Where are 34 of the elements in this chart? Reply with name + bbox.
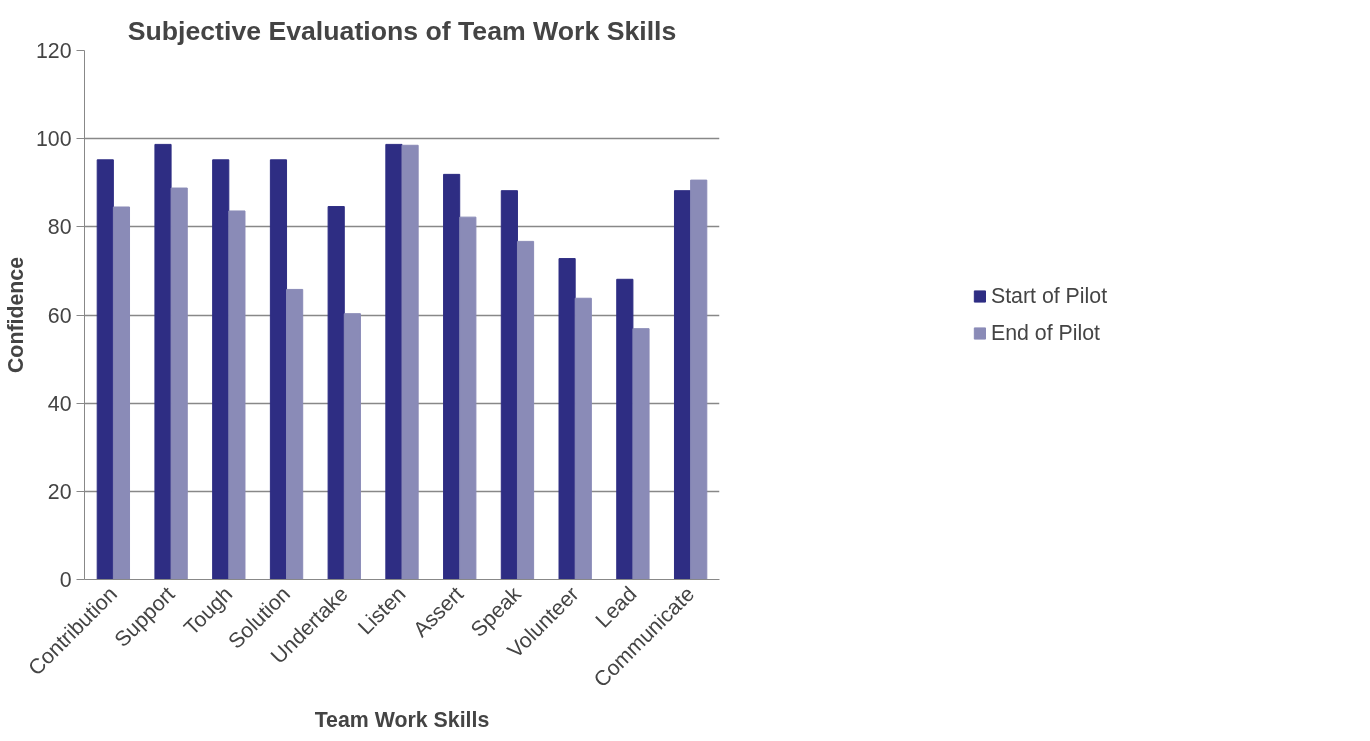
bar [500,190,518,580]
bar [269,159,288,580]
bar [673,190,692,580]
legend-label: Start of Pilot [990,283,1108,309]
legend-label: End of Pilot [990,320,1100,346]
bar [385,143,403,580]
bar [459,216,477,580]
bar [558,258,576,580]
bar [170,187,188,580]
bar [96,159,114,580]
bar [286,288,304,580]
y-tick-label: 60 [47,303,72,328]
y-tick-label: 120 [35,39,72,63]
bar [401,144,419,580]
y-tick-label: 40 [47,391,72,416]
y-tick-label: 20 [47,479,72,504]
y-axis-title: Confidence [3,256,28,374]
bar [616,278,634,580]
y-tick-label: 0 [59,568,72,592]
bar [690,179,708,580]
x-axis-title: Team Work Skills [314,708,490,733]
bar [632,328,650,580]
y-tick-label: 100 [35,127,72,152]
bar [327,206,345,580]
bar [516,240,535,580]
bar [112,206,131,580]
chart-title: Subjective Evaluations of Team Work Skills [127,15,677,46]
bar [228,210,246,580]
bar [154,143,172,580]
bar [212,159,230,580]
bar [443,173,461,580]
bar [343,313,361,580]
bar [574,297,592,580]
y-tick-label: 80 [47,215,72,240]
